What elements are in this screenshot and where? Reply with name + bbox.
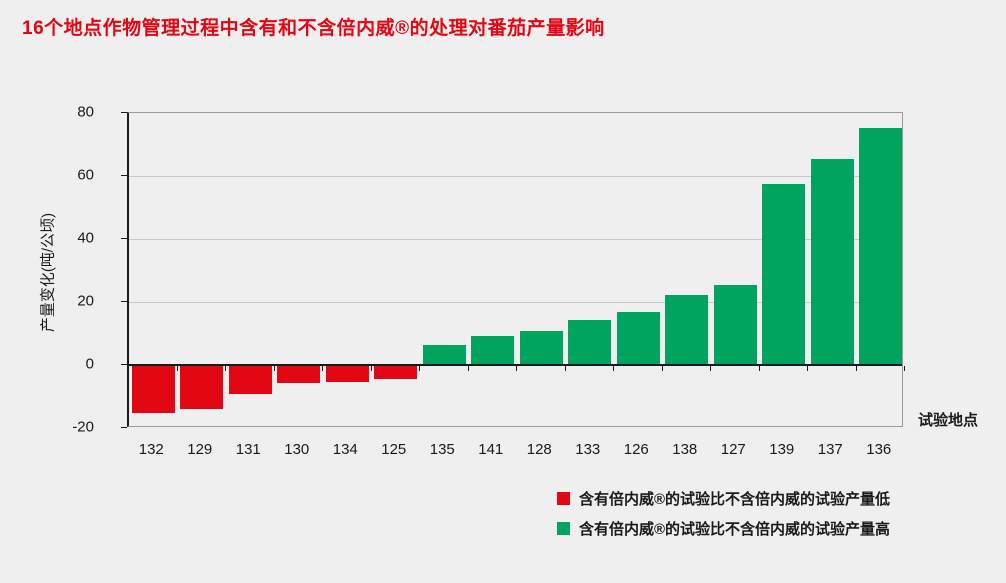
bar-130 bbox=[277, 366, 321, 384]
bar-126 bbox=[616, 312, 660, 364]
bar-133 bbox=[568, 319, 612, 364]
x-axis-tick bbox=[419, 366, 420, 371]
x-tick-label-130: 130 bbox=[284, 441, 310, 458]
x-tick-label-132: 132 bbox=[138, 441, 164, 458]
y-axis-tick bbox=[121, 301, 127, 302]
x-tick-label-126: 126 bbox=[623, 441, 649, 458]
x-axis-tick bbox=[613, 366, 614, 371]
x-tick-label-138: 138 bbox=[672, 441, 698, 458]
x-tick-label-125: 125 bbox=[381, 441, 407, 458]
bar-141 bbox=[471, 335, 515, 364]
x-axis-tick bbox=[710, 366, 711, 371]
chart-title: 16个地点作物管理过程中含有和不含倍内威®的处理对番茄产量影响 bbox=[22, 18, 605, 39]
legend-swatch-icon bbox=[557, 521, 570, 535]
y-tick-label-80: 80 bbox=[77, 103, 94, 121]
x-axis-tick bbox=[274, 366, 275, 371]
legend-swatch-icon bbox=[557, 491, 570, 505]
x-axis-zero-line bbox=[129, 364, 902, 366]
x-tick-label-131: 131 bbox=[235, 441, 261, 458]
x-tick-label-128: 128 bbox=[526, 441, 552, 458]
bar-139 bbox=[762, 184, 806, 364]
bar-136 bbox=[859, 127, 903, 364]
bar-135 bbox=[422, 345, 466, 364]
x-tick-label-137: 137 bbox=[817, 441, 843, 458]
bar-128 bbox=[519, 330, 563, 364]
bar-137 bbox=[810, 159, 854, 364]
x-axis-tick bbox=[904, 366, 905, 371]
plot-area bbox=[127, 112, 905, 427]
x-tick-label-133: 133 bbox=[575, 441, 601, 458]
gridline-20 bbox=[129, 302, 902, 303]
x-tick-label-129: 129 bbox=[187, 441, 213, 458]
x-axis-tick bbox=[177, 366, 178, 371]
x-axis-tick bbox=[807, 366, 808, 371]
x-tick-label-134: 134 bbox=[332, 441, 358, 458]
bar-129 bbox=[180, 366, 224, 409]
y-tick-label--20: -20 bbox=[72, 418, 94, 436]
x-axis-tick bbox=[516, 366, 517, 371]
legend-label: 含有倍内威®的试验比不含倍内威的试验产量高 bbox=[579, 520, 891, 538]
x-axis-tick bbox=[856, 366, 857, 371]
y-axis-tick bbox=[121, 175, 127, 176]
bar-132 bbox=[131, 366, 175, 414]
x-axis-tick bbox=[225, 366, 226, 371]
y-tick-label-60: 60 bbox=[77, 166, 94, 184]
x-axis-tick bbox=[371, 366, 372, 371]
legend: 含有倍内威®的试验比不含倍内威的试验产量低 含有倍内威®的试验比不含倍内威的试验产… bbox=[557, 488, 890, 548]
x-tick-label-139: 139 bbox=[769, 441, 795, 458]
legend-label: 含有倍内威®的试验比不含倍内威的试验产量低 bbox=[579, 490, 891, 508]
x-axis-tick bbox=[322, 366, 323, 371]
gridline-60 bbox=[129, 176, 902, 177]
y-tick-label-0: 0 bbox=[85, 355, 94, 373]
bar-131 bbox=[228, 366, 272, 395]
x-axis-tick bbox=[759, 366, 760, 371]
x-axis-tick bbox=[468, 366, 469, 371]
bar-134 bbox=[325, 366, 369, 382]
y-axis-tick bbox=[121, 112, 127, 113]
y-tick-label-20: 20 bbox=[77, 292, 94, 310]
bar-138 bbox=[665, 294, 709, 364]
x-tick-label-127: 127 bbox=[720, 441, 746, 458]
x-tick-label-141: 141 bbox=[478, 441, 504, 458]
legend-item-lower-yield: 含有倍内威®的试验比不含倍内威的试验产量低 bbox=[557, 488, 890, 508]
bar-127 bbox=[713, 285, 757, 364]
y-axis-tick bbox=[121, 238, 127, 239]
legend-item-higher-yield: 含有倍内威®的试验比不含倍内威的试验产量高 bbox=[557, 518, 890, 538]
x-axis-tick bbox=[565, 366, 566, 371]
y-axis-tick bbox=[121, 364, 127, 365]
x-tick-label-136: 136 bbox=[866, 441, 892, 458]
x-tick-label-135: 135 bbox=[429, 441, 455, 458]
bar-125 bbox=[374, 366, 418, 379]
x-axis-tick bbox=[662, 366, 663, 371]
x-axis-label: 试验地点 bbox=[918, 412, 979, 429]
gridline-40 bbox=[129, 239, 902, 240]
y-tick-label-40: 40 bbox=[77, 229, 94, 247]
y-axis-tick bbox=[121, 427, 127, 428]
